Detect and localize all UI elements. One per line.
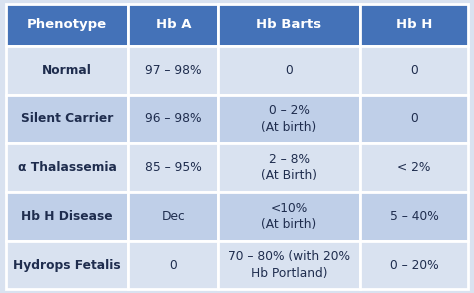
Bar (219, 4, 360, 46)
Text: Phenotype: Phenotype (27, 18, 107, 31)
Bar (219, 143, 360, 192)
Bar (6, 143, 128, 192)
Bar (128, 95, 219, 143)
Text: < 2%: < 2% (397, 161, 431, 174)
Bar (219, 95, 360, 143)
Bar (219, 241, 360, 289)
Text: Hb A: Hb A (155, 18, 191, 31)
Bar (6, 192, 128, 241)
Bar (219, 192, 360, 241)
Text: 0: 0 (285, 64, 293, 77)
Text: 70 – 80% (with 20%
Hb Portland): 70 – 80% (with 20% Hb Portland) (228, 251, 350, 280)
Bar (128, 4, 219, 46)
Text: 97 – 98%: 97 – 98% (145, 64, 201, 77)
Text: 2 – 8%
(At Birth): 2 – 8% (At Birth) (261, 153, 317, 183)
Bar (128, 192, 219, 241)
Text: Dec: Dec (162, 210, 185, 223)
Text: 0 – 2%
(At birth): 0 – 2% (At birth) (262, 104, 317, 134)
Text: Normal: Normal (42, 64, 92, 77)
Text: <10%
(At birth): <10% (At birth) (262, 202, 317, 231)
Bar (360, 46, 468, 95)
Text: Hb H Disease: Hb H Disease (21, 210, 113, 223)
Bar (6, 46, 128, 95)
Bar (128, 241, 219, 289)
Text: 5 – 40%: 5 – 40% (390, 210, 438, 223)
Text: 0: 0 (410, 64, 418, 77)
Bar (360, 95, 468, 143)
Text: α Thalassemia: α Thalassemia (18, 161, 117, 174)
Bar (128, 46, 219, 95)
Text: Hydrops Fetalis: Hydrops Fetalis (13, 259, 121, 272)
Bar (6, 4, 128, 46)
Bar (6, 95, 128, 143)
Text: Hb H: Hb H (396, 18, 432, 31)
Text: 85 – 95%: 85 – 95% (145, 161, 202, 174)
Bar (128, 143, 219, 192)
Text: 96 – 98%: 96 – 98% (145, 113, 201, 125)
Text: 0 – 20%: 0 – 20% (390, 259, 438, 272)
Text: 0: 0 (170, 259, 177, 272)
Bar (360, 241, 468, 289)
Text: Silent Carrier: Silent Carrier (21, 113, 113, 125)
Text: 0: 0 (410, 113, 418, 125)
Bar (360, 192, 468, 241)
Bar (360, 4, 468, 46)
Bar (219, 46, 360, 95)
Text: Hb Barts: Hb Barts (256, 18, 321, 31)
Bar (360, 143, 468, 192)
Bar (6, 241, 128, 289)
